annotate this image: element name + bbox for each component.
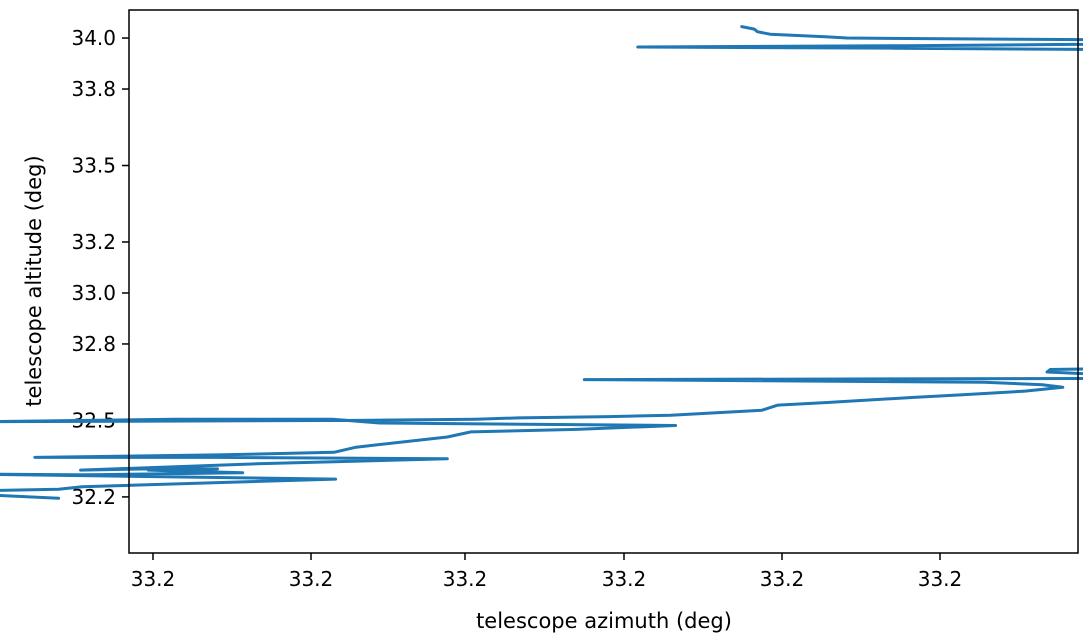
x-axis-label: telescope azimuth (deg) <box>476 609 732 633</box>
x-tick-label: 33.2 <box>760 567 805 591</box>
y-axis-label: telescope altitude (deg) <box>22 155 46 406</box>
x-tick-label: 33.2 <box>289 567 334 591</box>
x-tick-label: 33.2 <box>131 567 176 591</box>
x-tick-label: 33.2 <box>918 567 963 591</box>
x-axis-ticks: 33.2 33.2 33.2 33.2 33.2 33.2 <box>131 553 963 591</box>
y-tick-label: 33.2 <box>71 230 116 254</box>
plot-frame <box>128 9 1079 554</box>
y-tick-label: 33.0 <box>71 281 116 305</box>
x-tick-label: 33.2 <box>443 567 488 591</box>
series-line <box>0 25 1083 500</box>
y-tick-label: 34.0 <box>71 26 116 50</box>
y-tick-label: 33.5 <box>71 154 116 178</box>
y-tick-label: 32.8 <box>71 332 116 356</box>
x-tick-label: 33.2 <box>602 567 647 591</box>
y-tick-label: 32.2 <box>71 485 116 509</box>
y-tick-label: 33.8 <box>71 77 116 101</box>
